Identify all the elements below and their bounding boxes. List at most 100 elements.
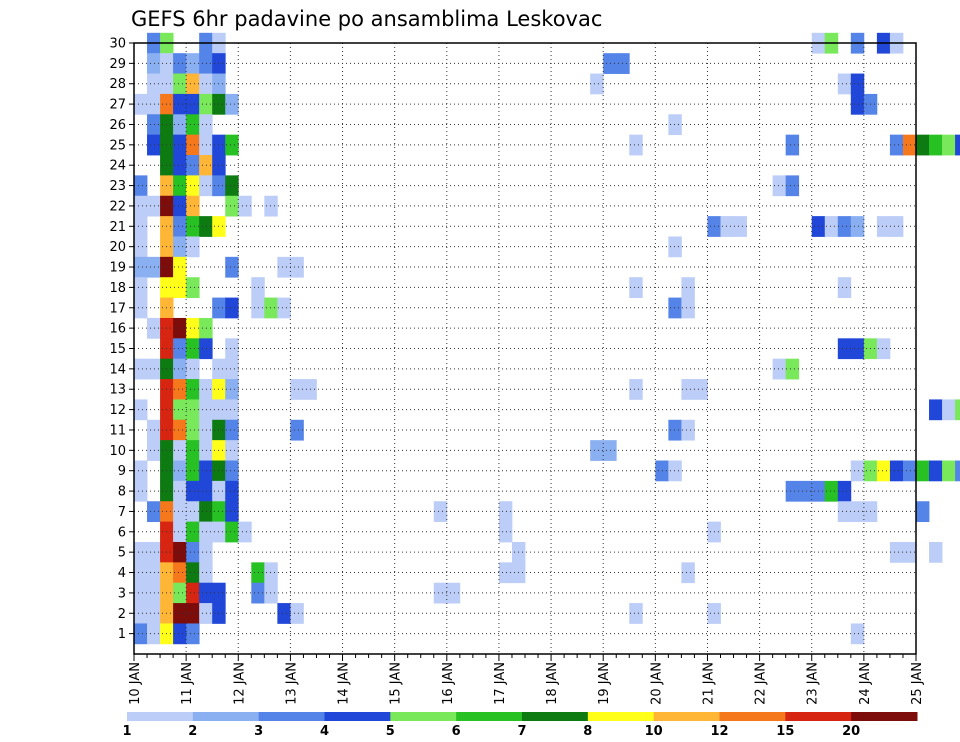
heatmap-cell <box>134 603 148 624</box>
heatmap-cell <box>173 277 187 298</box>
heatmap-cell <box>199 419 213 441</box>
heatmap-cell <box>929 399 943 421</box>
heatmap-cell <box>186 175 200 197</box>
heatmap-cell <box>186 155 200 176</box>
heatmap-cell <box>147 562 161 584</box>
heatmap-cell <box>173 134 187 156</box>
heatmap-cell <box>134 175 148 197</box>
heatmap-cell <box>186 73 200 95</box>
heatmap-cell <box>225 419 239 441</box>
heatmap-cell <box>225 440 239 461</box>
colorbar-label: 5 <box>386 724 395 739</box>
heatmap-cell <box>902 134 917 156</box>
y-tick-label: 19 <box>109 261 126 276</box>
heatmap-cell <box>134 480 148 502</box>
heatmap-cell <box>850 338 865 360</box>
heatmap-cell <box>681 419 695 441</box>
heatmap-cell <box>173 480 187 502</box>
x-tick-label: 17 JAN <box>493 662 508 705</box>
heatmap-cell <box>186 358 200 380</box>
heatmap-cell <box>929 460 943 482</box>
y-tick-label: 1 <box>118 627 126 642</box>
heatmap-cell <box>199 521 213 543</box>
heatmap-cell <box>264 582 278 604</box>
heatmap-cell <box>876 338 891 360</box>
heatmap-cell <box>173 541 187 563</box>
heatmap-cell <box>785 358 800 380</box>
heatmap-cell <box>446 582 461 604</box>
heatmap-cell <box>147 195 161 217</box>
heatmap-cell <box>147 93 161 115</box>
heatmap-cell <box>225 379 239 400</box>
heatmap-cell <box>173 623 187 645</box>
heatmap-cell <box>433 501 448 523</box>
heatmap-cell <box>147 256 161 278</box>
heatmap-cell <box>186 480 200 502</box>
x-tick-label: 19 JAN <box>597 662 612 705</box>
y-tick-label: 27 <box>109 98 126 113</box>
heatmap-cell <box>199 317 213 339</box>
heatmap-cell <box>186 623 200 645</box>
colorbar-swatch <box>851 712 918 721</box>
heatmap-cell <box>225 480 239 502</box>
y-tick-label: 17 <box>109 301 126 316</box>
chart-title: GEFS 6hr padavine po ansamblima Leskovac <box>131 7 602 31</box>
heatmap-cell <box>785 480 800 502</box>
heatmap-cell <box>186 236 200 258</box>
heatmap-cell <box>186 419 200 441</box>
heatmap-cell <box>199 399 213 421</box>
heatmap-cell <box>850 73 865 95</box>
heatmap-cell <box>134 297 148 319</box>
heatmap-cell <box>590 440 604 461</box>
heatmap-cell <box>955 134 960 156</box>
colorbar-swatch <box>587 712 655 721</box>
heatmap-cell <box>668 460 682 482</box>
heatmap-cell <box>785 175 800 197</box>
heatmap-cell <box>955 399 960 421</box>
heatmap-cell <box>498 501 513 523</box>
heatmap-cell <box>889 216 904 237</box>
heatmap-cell <box>186 582 200 604</box>
heatmap-cell <box>186 195 200 217</box>
y-tick-label: 20 <box>109 240 126 255</box>
heatmap-cell <box>186 379 200 400</box>
heatmap-cell <box>785 134 800 156</box>
heatmap-cell <box>134 623 148 645</box>
y-tick-label: 15 <box>109 342 126 357</box>
heatmap-cell <box>186 562 200 584</box>
heatmap-cell <box>889 460 904 482</box>
heatmap-cell <box>134 236 148 258</box>
heatmap-cell <box>147 541 161 563</box>
heatmap-cell <box>199 216 213 237</box>
x-tick-label: 24 JAN <box>858 662 873 705</box>
heatmap-cell <box>264 297 278 319</box>
y-tick-label: 24 <box>109 159 126 174</box>
colorbar-swatch <box>390 712 457 721</box>
heatmap-cell <box>186 521 200 543</box>
y-tick-label: 10 <box>109 444 126 459</box>
heatmap-cell <box>590 73 604 95</box>
heatmap-cell <box>186 440 200 461</box>
heatmap-cell <box>629 134 643 156</box>
heatmap-cell <box>199 73 213 95</box>
x-tick-label: 25 JAN <box>910 662 925 705</box>
heatmap-cell <box>199 175 213 197</box>
heatmap-cell <box>173 440 187 461</box>
heatmap-cell <box>668 236 682 258</box>
heatmap-cell <box>173 419 187 441</box>
y-tick-label: 8 <box>118 485 126 500</box>
heatmap-cell <box>147 53 161 74</box>
colorbar: 1 2 3 4 5 6 7 8 10 12 15 20 <box>122 712 918 739</box>
heatmap-cell <box>277 256 291 278</box>
heatmap-cell <box>277 603 291 624</box>
heatmap-cell <box>199 480 213 502</box>
colorbar-label: 1 <box>122 724 131 739</box>
colorbar-label: 12 <box>710 724 728 739</box>
axes-layer: 1234567891011121314151617181920212223242… <box>109 37 925 705</box>
heatmap-cell <box>199 582 213 604</box>
heatmap-cell <box>876 216 891 237</box>
y-tick-label: 7 <box>118 505 126 520</box>
heatmap-cell <box>147 73 161 95</box>
heatmap-cell <box>720 216 734 237</box>
x-tick-label: 20 JAN <box>649 662 664 705</box>
